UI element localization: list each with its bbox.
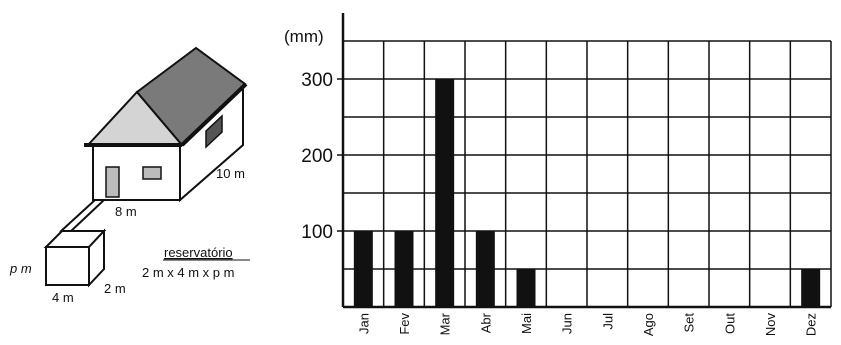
x-tick-label-jun: Jun — [560, 313, 575, 334]
x-tick-labels: Jan Fev Mar Abr Mai Jun Jul Ago Set Out Nov Dez — [356, 312, 818, 336]
y-tick-label: 100 — [301, 222, 333, 243]
x-tick-label-fev: Fev — [397, 313, 412, 335]
chart-bars — [353, 79, 821, 307]
x-tick-label-jul: Jul — [600, 313, 615, 330]
bar-fev — [394, 231, 414, 307]
house-depth-label: 10 m — [216, 166, 245, 181]
bar-mar — [435, 79, 455, 307]
x-tick-label-jan: Jan — [356, 313, 371, 334]
tank-height-label: p m — [9, 261, 32, 276]
house-door — [105, 166, 120, 198]
pipe — [59, 199, 96, 233]
x-tick-label-mar: Mar — [438, 312, 453, 335]
reservoir-dims: 2 m x 4 m x p m — [142, 265, 234, 280]
bar-jan — [353, 231, 373, 307]
bar-mai — [516, 269, 536, 307]
y-tick-label: 300 — [301, 70, 333, 91]
tank-depth-label: 2 m — [104, 281, 126, 296]
x-tick-label-set: Set — [682, 313, 697, 333]
x-tick-label-nov: Nov — [763, 313, 778, 337]
y-tick-label: 200 — [301, 146, 333, 167]
house-window-side — [205, 114, 223, 149]
house-illustration: 10 m 8 m — [59, 46, 248, 233]
reservoir-title: reservatório — [164, 245, 233, 260]
chart-grid — [343, 40, 832, 307]
bar-abr — [475, 231, 495, 307]
x-tick-label-ago: Ago — [641, 313, 656, 336]
tank-front — [45, 246, 90, 286]
x-tick-label-mai: Mai — [519, 313, 534, 334]
house-window-front — [142, 166, 162, 180]
bar-dez — [801, 269, 821, 307]
roof-eave-side — [180, 82, 248, 147]
x-tick-label-abr: Abr — [478, 312, 493, 333]
x-tick-label-dez: Dez — [804, 313, 819, 336]
chart-axes — [341, 13, 831, 309]
tank-width-label: 4 m — [52, 290, 74, 305]
house-width-label: 8 m — [115, 204, 137, 219]
y-axis-label: (mm) — [284, 27, 324, 46]
x-tick-label-out: Out — [722, 313, 737, 334]
rainfall-chart: 100 200 300 Jan Fev Mar Abr Mai Jun Jul Ago Set Out… — [284, 13, 832, 336]
reservoir-illustration: p m 4 m 2 m reservatório 2 m x 4 m x p m — [9, 228, 250, 305]
pipe-second — [69, 199, 105, 233]
y-tick-labels: 100 200 300 — [301, 70, 343, 243]
